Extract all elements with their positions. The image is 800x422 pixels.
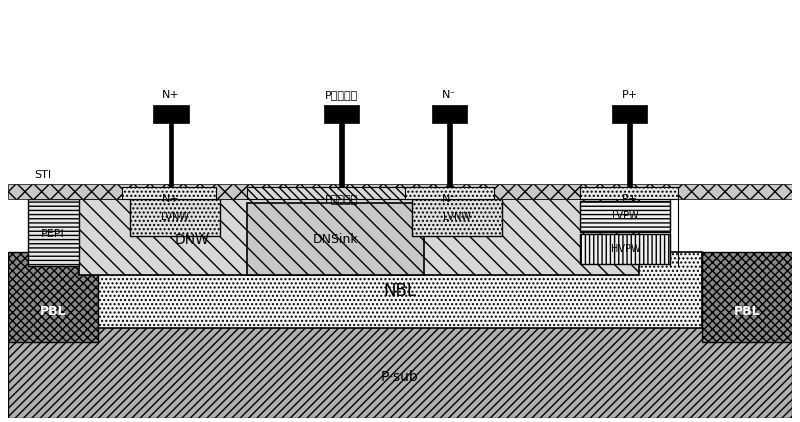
- Bar: [702, 252, 792, 342]
- Bar: [122, 187, 216, 199]
- Bar: [154, 105, 189, 123]
- Text: P-sub: P-sub: [381, 370, 419, 384]
- Text: NBL: NBL: [383, 282, 417, 300]
- Text: HVPW: HVPW: [611, 244, 641, 254]
- Text: PBL: PBL: [39, 305, 66, 318]
- Text: P+: P+: [622, 90, 638, 100]
- Bar: [627, 123, 632, 187]
- Text: P+: P+: [622, 194, 638, 204]
- Text: PBL: PBL: [734, 305, 761, 318]
- Text: N⁻: N⁻: [442, 194, 457, 204]
- Bar: [339, 123, 343, 187]
- Bar: [8, 303, 792, 418]
- Bar: [580, 233, 670, 264]
- Bar: [432, 105, 467, 123]
- Text: STI: STI: [34, 170, 52, 179]
- Text: LVNW: LVNW: [443, 212, 471, 222]
- Bar: [412, 199, 502, 235]
- Bar: [323, 105, 359, 123]
- Bar: [447, 123, 452, 187]
- Bar: [8, 184, 792, 199]
- Bar: [78, 199, 639, 275]
- Bar: [98, 252, 702, 328]
- Bar: [8, 252, 98, 342]
- Text: P型注入区: P型注入区: [325, 90, 358, 100]
- Text: LVNW: LVNW: [161, 212, 189, 222]
- Text: N+: N+: [162, 90, 180, 100]
- Text: DNSink: DNSink: [313, 233, 358, 246]
- Bar: [612, 105, 647, 123]
- Text: DNW: DNW: [175, 233, 210, 247]
- Bar: [406, 187, 494, 199]
- Bar: [580, 187, 678, 199]
- Text: LVPW: LVPW: [613, 211, 639, 221]
- Bar: [130, 199, 220, 235]
- Text: N⁻: N⁻: [442, 90, 457, 100]
- Bar: [580, 201, 670, 232]
- Text: P型注入区: P型注入区: [325, 194, 358, 204]
- Bar: [247, 187, 435, 199]
- Bar: [169, 123, 174, 187]
- Bar: [27, 199, 78, 266]
- Bar: [247, 203, 423, 275]
- Text: N+: N+: [162, 194, 180, 204]
- Text: PEPI: PEPI: [41, 229, 65, 238]
